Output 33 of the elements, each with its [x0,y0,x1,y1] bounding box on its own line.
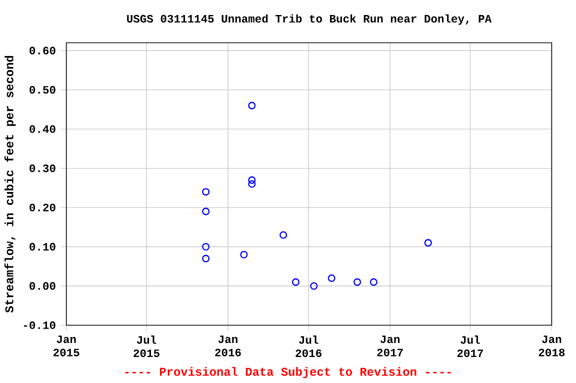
y-tick-label: 0.00 [30,282,56,290]
point [248,102,256,110]
y-tick-label: 0.40 [30,125,56,134]
point [424,239,432,247]
point [310,282,318,290]
point [354,278,362,286]
y-tick-label: 0.50 [30,86,56,94]
x-tick-label: Jan 2016 [215,336,241,357]
y-tick-label: 0.60 [30,46,56,55]
x-tick-label: Jul 2017 [457,336,483,358]
point [248,176,256,184]
y-tick-label: -0.10 [24,322,56,330]
point [202,188,210,196]
point [240,251,248,259]
point [292,278,300,286]
y-axis-title: Streamflow, in cubic feet per second [4,56,16,313]
x-tick-label: Jan 2015 [53,336,80,357]
point [248,180,256,188]
point [370,278,378,286]
point [202,243,210,251]
point [202,208,210,216]
point [202,254,210,262]
y-tick-label: 0.10 [30,243,56,251]
x-tick-label: Jul 2015 [134,336,160,358]
y-tick-label: 0.20 [30,204,56,212]
y-tick-label: 0.30 [30,164,56,172]
chart-title: USGS 03111145 Unnamed Trib to Buck Run near Donley, PA [127,14,492,26]
x-tick-label: Jan 2018 [538,336,565,357]
text: ---- Provisional Data Subject to Revision ---- [125,367,451,378]
point [280,231,288,239]
x-tick-label: Jan 2017 [377,336,403,357]
x-tick-label: Jul 2016 [296,336,322,358]
point [328,274,336,282]
